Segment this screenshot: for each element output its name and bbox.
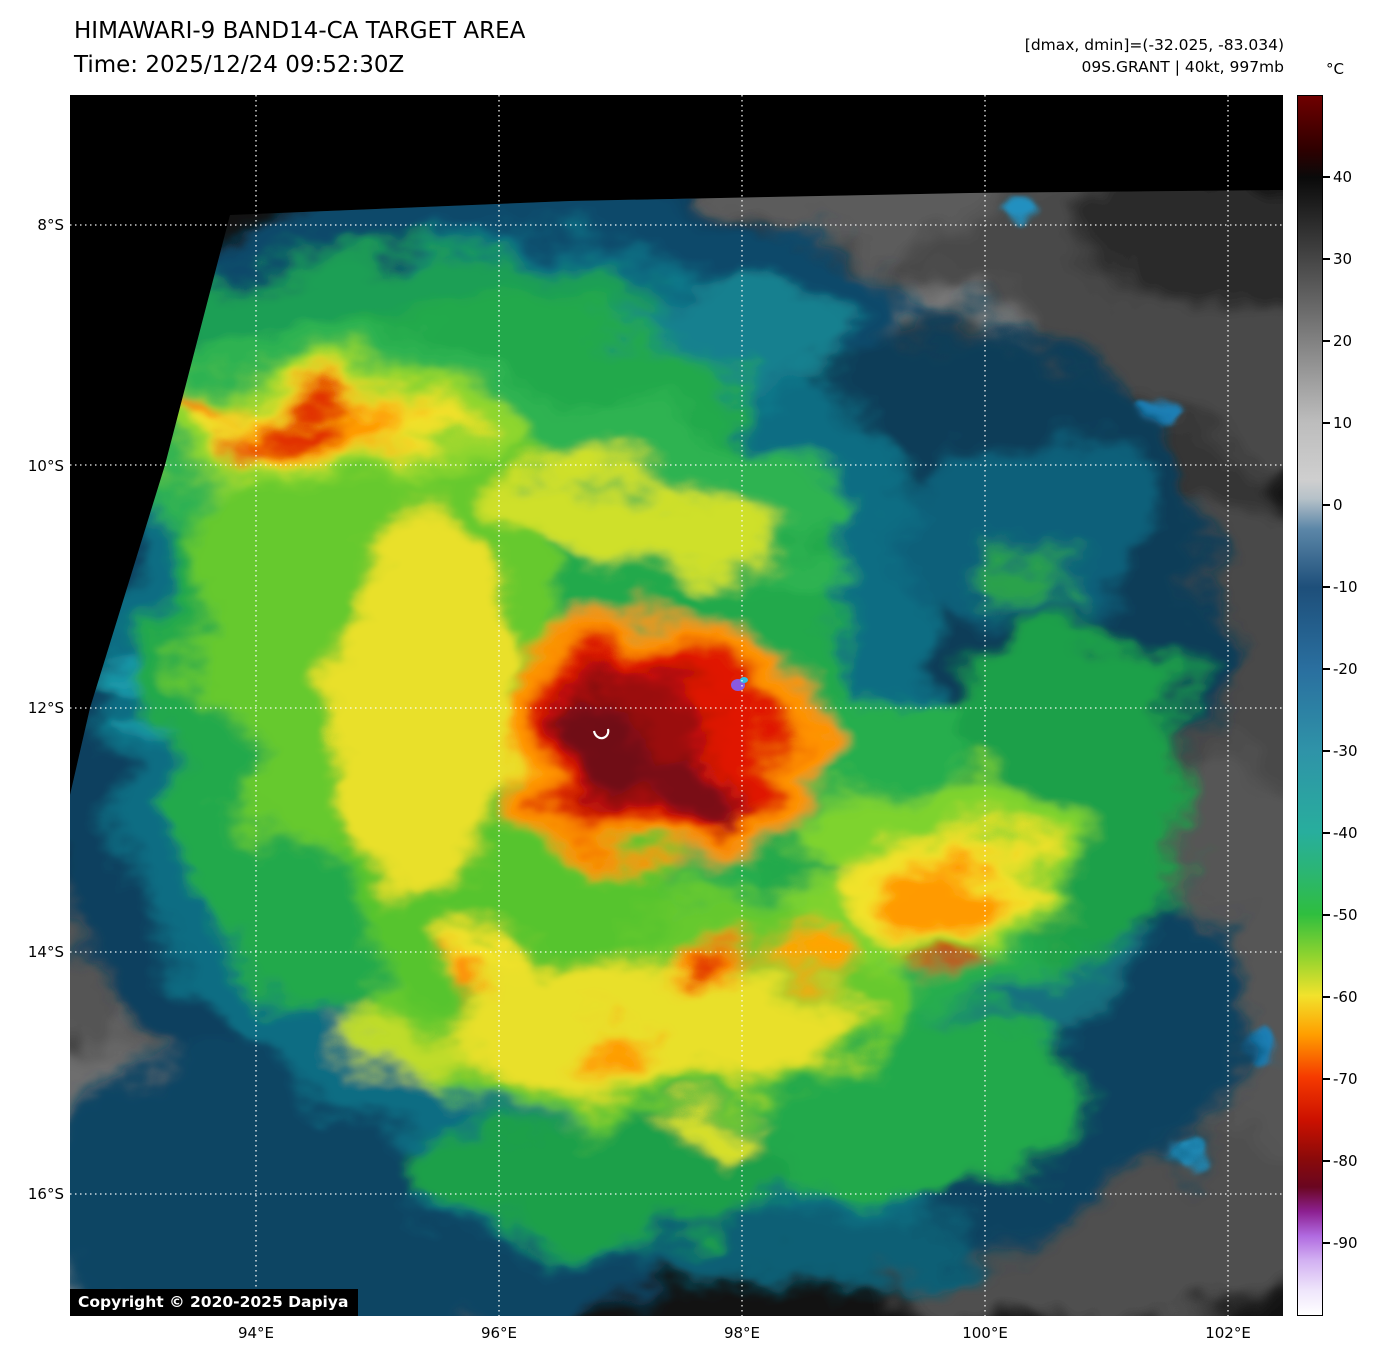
colorbar-tick-mark [1323,832,1330,834]
eye-marker [592,728,610,740]
satellite-map: Copyright © 2020-2025 Dapiya [70,95,1283,1316]
lon-tick-label: 100°E [962,1324,1008,1342]
colorbar-tick-mark [1323,1160,1330,1162]
lon-tick-label: 98°E [723,1324,761,1342]
colorbar-tick-label: -70 [1333,1070,1358,1088]
colorbar-tick-label: -50 [1333,906,1358,924]
storm-readout: 09S.GRANT | 40kt, 997mb [1081,58,1284,76]
colorbar-tick-mark [1323,176,1330,178]
lat-tick-label: 8°S [37,216,64,234]
colorbar-tick-label: 10 [1333,414,1353,432]
lat-tick-label: 14°S [27,943,64,961]
colorbar-tick-mark [1323,750,1330,752]
lon-tick-label: 96°E [480,1324,518,1342]
colorbar-tick-label: -60 [1333,988,1358,1006]
copyright-badge: Copyright © 2020-2025 Dapiya [70,1289,359,1316]
colorbar-tick-label: -90 [1333,1234,1358,1252]
lon-tick-label: 102°E [1205,1324,1251,1342]
colorbar-tick-label: -10 [1333,578,1358,596]
colorbar-tick-mark [1323,504,1330,506]
colorbar-tick-label: -40 [1333,824,1358,842]
lat-tick-label: 12°S [27,699,64,717]
lon-tick-label: 94°E [237,1324,275,1342]
colorbar-tick-label: -30 [1333,742,1358,760]
colorbar-tick-mark [1323,996,1330,998]
dmax-dmin-readout: [dmax, dmin]=(-32.025, -83.034) [1024,36,1284,54]
colorbar-tick-label: 30 [1333,250,1353,268]
colorbar-tick-mark [1323,1242,1330,1244]
page-title: HIMAWARI-9 BAND14-CA TARGET AREA [74,18,526,44]
colorbar-tick-mark [1323,422,1330,424]
data-swath [70,190,1283,1316]
colorbar-tick-label: 0 [1333,496,1343,514]
colorbar-tick-mark [1323,586,1330,588]
colorbar-tick-mark [1323,340,1330,342]
colorbar-tick-label: 40 [1333,168,1353,186]
colorbar [1297,95,1323,1316]
timestamp: Time: 2025/12/24 09:52:30Z [74,52,405,78]
grid-lines [70,95,1283,1316]
colorbar-tick-label: -80 [1333,1152,1358,1170]
lat-tick-label: 10°S [27,457,64,475]
colorbar-tick-label: -20 [1333,660,1358,678]
lat-tick-label: 16°S [27,1185,64,1203]
colorbar-unit-label: °C [1326,60,1344,78]
colorbar-tick-mark [1323,258,1330,260]
colorbar-tick-mark [1323,668,1330,670]
colorbar-tick-mark [1323,1078,1330,1080]
colorbar-tick-label: 20 [1333,332,1353,350]
colorbar-tick-mark [1323,914,1330,916]
satellite-image [70,95,1283,1316]
